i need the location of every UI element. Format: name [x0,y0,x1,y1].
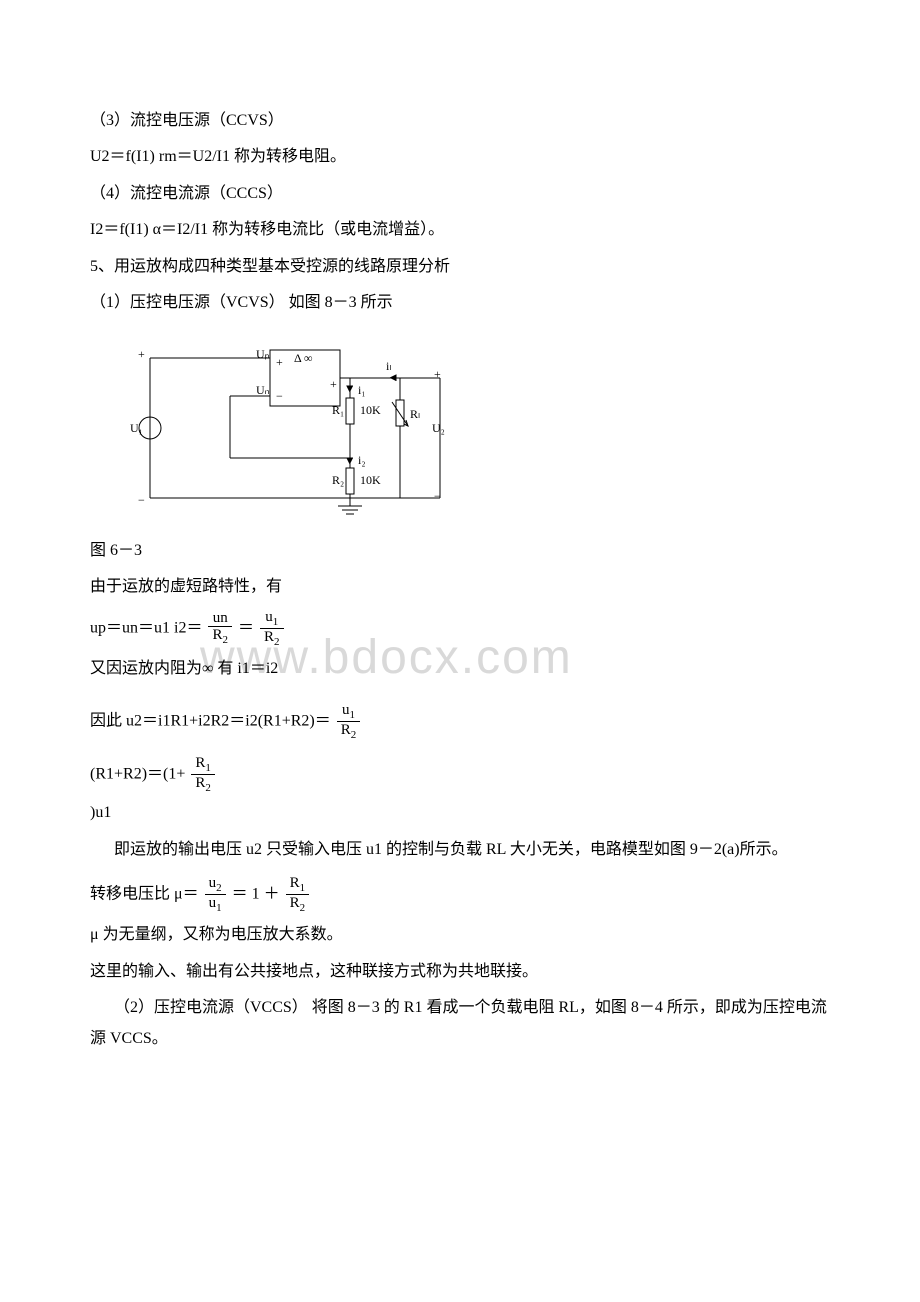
svg-text:U₁: U₁ [130,421,143,435]
eq4-mid: ＝ 1 ＋ [232,886,284,903]
eq2-num: u1 [337,702,361,722]
svg-text:+: + [138,347,145,361]
eq4-frac2: R1 R2 [286,875,310,914]
eq2-den: R2 [337,722,361,741]
svg-text:+: + [276,355,283,369]
svg-text:10K: 10K [360,473,381,487]
eq1-lhs: up＝un＝u1 i2＝ [90,619,202,636]
svg-text:−: − [138,493,145,507]
svg-text:Rₗ: Rₗ [410,407,420,421]
svg-text:U₂: U₂ [432,421,445,435]
svg-text:i₁: i₁ [358,383,366,397]
eq1-f2-den: R2 [260,629,284,648]
svg-text:i₂: i₂ [358,453,366,467]
eq3-frac: R1 R2 [191,755,215,794]
eq1-f1-den: R2 [208,627,232,646]
para-4-cccs-head: （4）流控电流源（CCCS） [90,179,830,209]
eq1-frac1: un R2 [208,610,232,647]
para-inf-impedance: 又因运放内阻为∞ 有 i1＝i2 [90,654,830,684]
equation-3: (R1+R2)＝(1+ R1 R2 [90,755,830,794]
para-3-ccvs-head: （3）流控电压源（CCVS） [90,106,830,136]
para-virtual-short: 由于运放的虚短路特性，有 [90,572,830,602]
svg-text:Δ ∞: Δ ∞ [294,351,313,365]
eq3-den: R2 [191,775,215,794]
svg-text:+: + [330,377,337,391]
eq1-f2-num: u1 [260,609,284,629]
svg-text:Uₚ: Uₚ [256,347,270,361]
eq4-lhs: 转移电压比 μ＝ [90,886,199,903]
circuit-diagram-8-3: U₁ + − Uₚ Uₙ + − + Δ ∞ R₁ 10K R₂ 10K i₁ … [120,328,830,529]
para-mu-dimensionless: μ 为无量纲，又称为电压放大系数。 [90,920,830,950]
para-5-head: 5、用运放构成四种类型基本受控源的线路原理分析 [90,252,830,282]
eq4-f1-den: u1 [205,895,226,914]
svg-text:Uₙ: Uₙ [256,383,270,397]
svg-text:+: + [434,367,441,381]
eq3-lhs: (R1+R2)＝(1+ [90,766,185,783]
equation-2: 因此 u2＝i1R1+i2R2＝i2(R1+R2)＝ u1 R2 [90,702,830,741]
svg-text:10K: 10K [360,403,381,417]
svg-text:iₗ: iₗ [386,359,391,373]
eq1-mid: ＝ [238,619,254,636]
svg-text:R₂: R₂ [332,473,344,487]
equation-1: up＝un＝u1 i2＝ un R2 ＝ u1 R2 [90,609,830,648]
para-output-independent: 即运放的输出电压 u2 只受输入电压 u1 的控制与负载 RL 大小无关，电路模… [90,835,830,865]
para-5-1-vcvs: （1）压控电压源（VCVS） 如图 8－3 所示 [90,288,830,318]
eq2-lhs: 因此 u2＝i1R1+i2R2＝i2(R1+R2)＝ [90,712,331,729]
para-4-cccs-body: I2＝f(I1) α＝I2/I1 称为转移电流比（或电流增益）。 [90,215,830,245]
eq1-f1-num: un [208,610,232,628]
eq1-frac2: u1 R2 [260,609,284,648]
figure-label: 图 6－3 [90,536,830,566]
eq4-f2-den: R2 [286,895,310,914]
eq3-num: R1 [191,755,215,775]
equation-4: 转移电压比 μ＝ u2 u1 ＝ 1 ＋ R1 R2 [90,875,830,914]
eq4-frac1: u2 u1 [205,875,226,914]
equation-3-tail: )u1 [90,798,830,828]
para-3-ccvs-body: U2＝f(I1) rm＝U2/I1 称为转移电阻。 [90,142,830,172]
svg-text:R₁: R₁ [332,403,344,417]
para-common-ground: 这里的输入、输出有公共接地点，这种联接方式称为共地联接。 [90,957,830,987]
document-body: （3）流控电压源（CCVS） U2＝f(I1) rm＝U2/I1 称为转移电阻。… [90,106,830,1054]
svg-text:−: − [276,389,283,403]
svg-text:−: − [434,489,441,503]
para-5-2-vccs: （2）压控电流源（VCCS） 将图 8－3 的 R1 看成一个负载电阻 RL，如… [90,993,830,1054]
eq4-f2-num: R1 [286,875,310,895]
eq4-f1-num: u2 [205,875,226,895]
eq2-frac: u1 R2 [337,702,361,741]
